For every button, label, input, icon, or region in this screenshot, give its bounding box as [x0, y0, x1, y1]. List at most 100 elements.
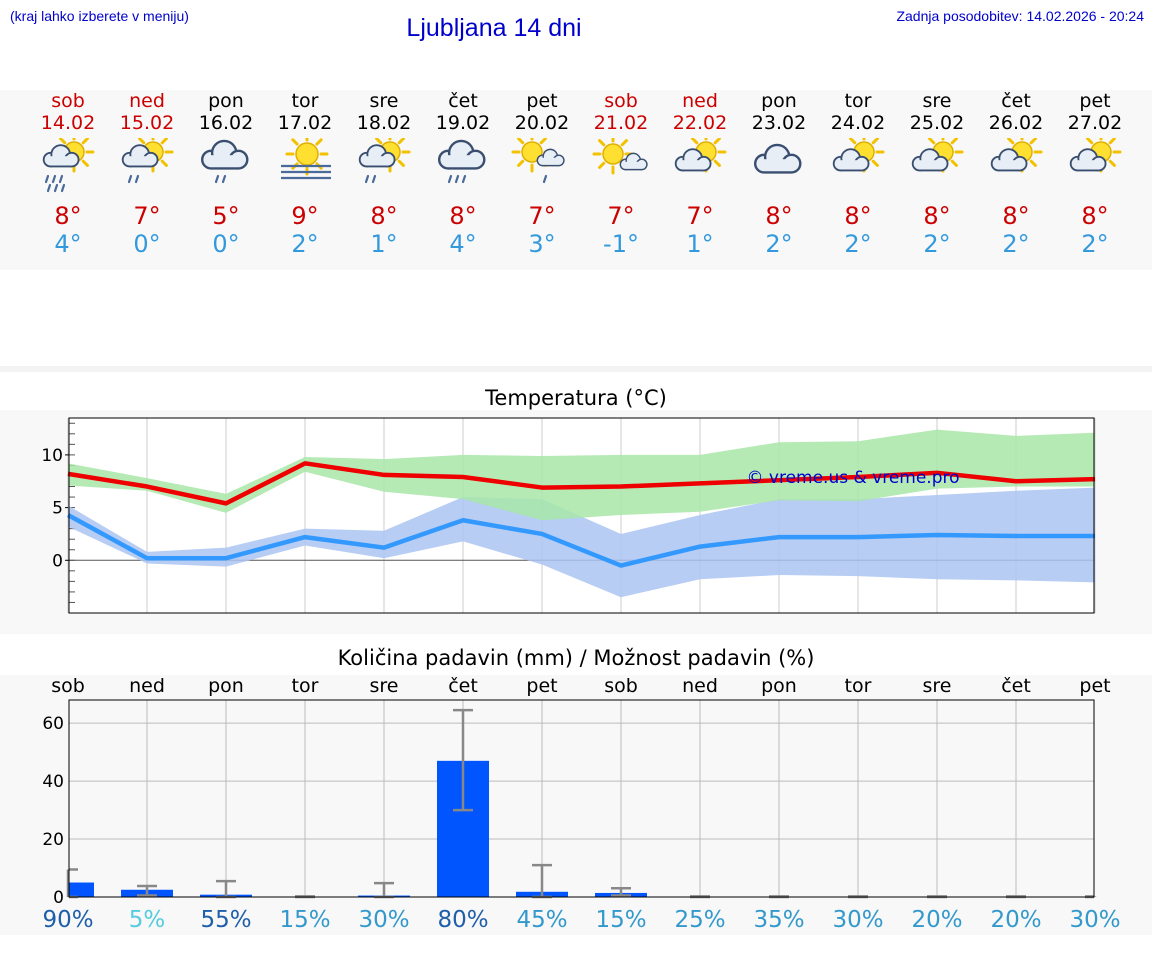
precipitation-probability: 30%: [358, 907, 409, 933]
max-temperature: 7°: [528, 202, 556, 230]
day-column: pon 16.02 5° 0°: [186, 90, 266, 258]
max-temperature-line: [67, 461, 1096, 506]
min-temperature: 0°: [133, 230, 161, 258]
sun-cloud-icon: [911, 131, 964, 173]
y-tick-label: 5: [52, 499, 63, 519]
day-date: 26.02: [988, 112, 1044, 134]
x-category-label: sob: [51, 675, 85, 697]
cloud-shape: [358, 144, 396, 168]
temperature-chart-title: Temperatura (°C): [485, 386, 667, 410]
watermark: © vreme.us & vreme.pro: [746, 468, 959, 488]
day-name: sob: [51, 90, 85, 112]
x-category-label: sre: [370, 675, 399, 697]
min-temperature: 2°: [765, 230, 793, 258]
max-temperature-range-band: [68, 429, 1095, 521]
min-temperature: 4°: [449, 230, 477, 258]
x-category-label: čet: [448, 675, 478, 697]
cloud-icon: [753, 143, 802, 174]
cloud-shape: [437, 139, 486, 170]
precipitation-chart-title: Količina padavin (mm) / Možnost padavin …: [337, 646, 815, 670]
min-temperature: 1°: [370, 230, 398, 258]
max-temperature: 7°: [133, 202, 161, 230]
daily-forecast-strip: [0, 90, 1152, 270]
day-column: sre 18.02 8° 1°: [344, 90, 424, 258]
fog-shape: [281, 164, 331, 180]
day-date: 24.02: [830, 112, 886, 134]
divider: [0, 366, 1152, 372]
day-column: sob 21.02 7° -1°: [581, 90, 661, 258]
max-temperature: 5°: [212, 202, 240, 230]
day-date: 16.02: [198, 112, 254, 134]
precipitation-probability: 45%: [516, 907, 567, 933]
day-date: 21.02: [593, 112, 649, 134]
cloud-shape: [674, 148, 712, 172]
page-title: Ljubljana 14 dni: [406, 14, 582, 42]
x-category-label: ned: [129, 675, 165, 697]
min-temperature: 3°: [528, 230, 556, 258]
day-name: tor: [291, 90, 319, 112]
max-temperature: 8°: [449, 202, 477, 230]
min-temperature: 2°: [1081, 230, 1109, 258]
max-temperature: 7°: [686, 202, 714, 230]
error-bar: [611, 887, 631, 897]
max-temperature: 8°: [765, 202, 793, 230]
temperature-chart: 0 5 10 © vreme.us & vreme.pro: [41, 417, 1096, 614]
day-column: sob 14.02 8° 4°: [28, 90, 108, 258]
day-date: 19.02: [435, 112, 491, 134]
y-tick-label: 60: [42, 714, 64, 734]
precipitation-probability: 20%: [990, 907, 1041, 933]
precipitation-probability: 55%: [200, 907, 251, 933]
day-name: ned: [129, 90, 165, 112]
sun-small-cloud-icon: [592, 133, 648, 175]
min-temperature: 2°: [1002, 230, 1030, 258]
day-name: čet: [1001, 90, 1031, 112]
rain-shape: [364, 174, 377, 184]
min-temperature: 2°: [844, 230, 872, 258]
rain-shape: [542, 174, 548, 184]
cloud-shape: [911, 148, 949, 172]
min-temperature: 1°: [686, 230, 714, 258]
max-temperature: 8°: [54, 202, 82, 230]
min-temperature: 4°: [54, 230, 82, 258]
y-tick-label: 10: [41, 446, 63, 466]
min-temperature: 2°: [923, 230, 951, 258]
min-temperature: -1°: [603, 230, 639, 258]
location-hint: (kraj lahko izberete v meniju): [10, 8, 189, 24]
cloud-shape: [619, 152, 648, 171]
max-temperature: 7°: [607, 202, 635, 230]
cloud-shape: [200, 139, 249, 170]
day-column: pon 23.02 8° 2°: [739, 90, 819, 258]
day-column: pet 20.02 7° 3°: [502, 90, 582, 258]
sun-cloud-icon: [990, 131, 1043, 173]
min-temperature: 0°: [212, 230, 240, 258]
precipitation-probability: 30%: [1069, 907, 1120, 933]
precipitation-probability: 15%: [279, 907, 330, 933]
sun-small-cloud-rain-icon: [511, 131, 565, 184]
day-column: čet 26.02 8° 2°: [976, 90, 1056, 258]
x-category-label: pet: [526, 675, 557, 697]
cloud-shape: [832, 148, 870, 172]
day-name: sre: [922, 90, 952, 112]
day-column: čet 19.02 8° 4°: [423, 90, 503, 258]
day-name: ned: [682, 90, 718, 112]
precipitation-probability: 20%: [911, 907, 962, 933]
precipitation-probability: 90%: [42, 907, 93, 933]
sun-cloud-icon: [832, 131, 885, 173]
max-temperature: 9°: [291, 202, 319, 230]
x-category-label: ned: [682, 675, 718, 697]
day-name: čet: [448, 90, 478, 112]
cloud-shape: [42, 144, 80, 168]
y-tick-label: 0: [53, 888, 64, 908]
min-temperature-range-band: [68, 487, 1095, 598]
max-temperature: 8°: [1002, 202, 1030, 230]
precipitation-probability: 5%: [129, 907, 166, 933]
error-bar: [453, 708, 473, 812]
day-name: pon: [208, 90, 244, 112]
y-tick-label: 0: [52, 551, 63, 571]
x-category-label: pet: [1079, 675, 1110, 697]
cloud-heavy-rain-icon: [437, 139, 486, 184]
plot-frame: [68, 417, 1095, 614]
cloud-shape: [753, 143, 802, 174]
sun-cloud-rain-icon: [121, 131, 174, 184]
max-temperature: 8°: [1081, 202, 1109, 230]
